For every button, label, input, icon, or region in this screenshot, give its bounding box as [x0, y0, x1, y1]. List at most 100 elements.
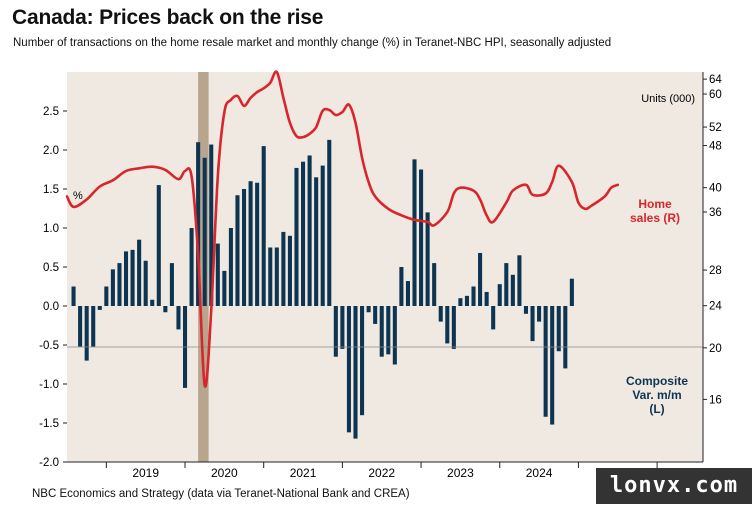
annotation-composite-2: Var. m/m — [632, 388, 681, 402]
right-tick-label: 36 — [709, 207, 722, 219]
bar-composite-var — [550, 306, 555, 425]
bar-composite-var — [156, 185, 161, 306]
bar-composite-var — [320, 165, 325, 306]
bar-composite-var — [517, 255, 522, 306]
right-tick-label: 52 — [709, 122, 722, 134]
bar-composite-var — [399, 267, 404, 306]
bar-composite-var — [202, 157, 207, 306]
bar-composite-var — [143, 260, 148, 306]
bar-composite-var — [255, 182, 260, 306]
bar-composite-var — [537, 306, 542, 322]
bar-composite-var — [150, 299, 155, 306]
right-tick-label: 64 — [709, 74, 722, 86]
bar-composite-var — [543, 306, 548, 417]
bar-composite-var — [248, 181, 253, 306]
bar-composite-var — [478, 252, 483, 306]
x-tick-label: 2020 — [211, 466, 238, 480]
chart-subtitle: Number of transactions on the home resal… — [13, 37, 612, 49]
annotation-home-sales-2: sales (R) — [630, 211, 680, 225]
series-line-home-sales — [65, 70, 620, 388]
bar-composite-var — [163, 306, 168, 313]
bar-composite-var — [268, 247, 273, 306]
left-tick-label: 0.5 — [43, 262, 59, 274]
bar-composite-var — [445, 306, 450, 344]
left-tick-label: 2.5 — [43, 106, 59, 118]
bar-composite-var — [242, 189, 247, 306]
annotation-home-sales-1: Home — [638, 197, 672, 211]
bar-composite-var — [327, 139, 332, 306]
bar-composite-var — [137, 239, 142, 306]
bar-composite-var — [563, 306, 568, 369]
left-tick-label: 1.0 — [43, 223, 59, 235]
bar-composite-var — [497, 284, 502, 306]
bar-composite-var — [366, 306, 371, 313]
annotation-composite-3: (L) — [649, 402, 664, 416]
x-tick-label: 2022 — [368, 466, 395, 480]
left-tick-label: -1.0 — [39, 379, 59, 391]
left-tick-label: 1.5 — [43, 184, 59, 196]
chart-title: Canada: Prices back on the rise — [12, 6, 324, 29]
bar-composite-var — [196, 142, 201, 306]
bar-composite-var — [425, 212, 430, 306]
bar-composite-var — [432, 263, 437, 306]
bar-composite-var — [104, 286, 109, 306]
bar-composite-var — [458, 298, 463, 306]
bar-composite-var — [523, 306, 529, 314]
bar-composite-var — [412, 159, 417, 306]
right-tick-label: 16 — [709, 394, 722, 406]
bar-composite-var — [222, 270, 227, 306]
bar-composite-var — [294, 167, 299, 306]
bar-composite-var — [123, 251, 129, 306]
x-tick-label: 2019 — [132, 466, 159, 480]
bar-composite-var — [91, 306, 96, 347]
right-tick-label: 20 — [709, 343, 722, 355]
x-tick-label: 2023 — [447, 466, 474, 480]
left-axis-label: % — [73, 190, 83, 202]
bar-composite-var — [281, 231, 286, 306]
bar-composite-var — [189, 228, 194, 306]
bar-composite-var — [84, 306, 89, 361]
bar-composite-var — [314, 177, 319, 306]
bar-composite-var — [333, 306, 338, 357]
left-tick-label: -2.0 — [39, 457, 59, 469]
left-tick-label: -0.5 — [39, 340, 59, 352]
bar-composite-var — [228, 228, 233, 306]
bar-composite-var — [71, 286, 76, 306]
bar-composite-var — [360, 306, 365, 416]
bar-composite-var — [215, 243, 220, 306]
bar-composite-var — [274, 247, 279, 306]
x-tick-label: 2024 — [526, 466, 553, 480]
bar-composite-var — [530, 306, 535, 342]
bar-composite-var — [405, 281, 410, 306]
bar-composite-var — [373, 306, 378, 324]
right-tick-label: 40 — [709, 183, 722, 195]
bar-composite-var — [209, 144, 214, 306]
bar-composite-var — [419, 169, 424, 306]
bar-composite-var — [569, 278, 574, 306]
bar-composite-var — [130, 249, 135, 306]
left-tick-label: 2.0 — [43, 145, 59, 157]
right-tick-label: 28 — [709, 265, 722, 277]
source-note: NBC Economics and Strategy (data via Ter… — [32, 488, 410, 500]
bar-composite-var — [392, 306, 397, 365]
bar-composite-var — [307, 155, 312, 306]
bar-composite-var — [301, 161, 306, 306]
bar-composite-var — [451, 306, 456, 349]
bar-composite-var — [261, 146, 266, 306]
bar-composite-var — [379, 306, 384, 357]
plot-background — [67, 72, 703, 462]
bar-composite-var — [491, 306, 496, 330]
watermark: lonvx.com — [596, 468, 752, 504]
bar-composite-var — [117, 263, 122, 306]
right-axis-label: Units (000) — [641, 93, 695, 105]
bar-composite-var — [169, 263, 174, 306]
right-tick-label: 24 — [709, 301, 722, 313]
bar-composite-var — [340, 306, 345, 349]
x-tick-label: 2021 — [290, 466, 317, 480]
bar-composite-var — [78, 306, 83, 347]
left-tick-label: 0.0 — [43, 301, 59, 313]
bar-composite-var — [346, 306, 351, 433]
right-tick-label: 60 — [709, 89, 722, 101]
bar-composite-var — [556, 306, 561, 352]
